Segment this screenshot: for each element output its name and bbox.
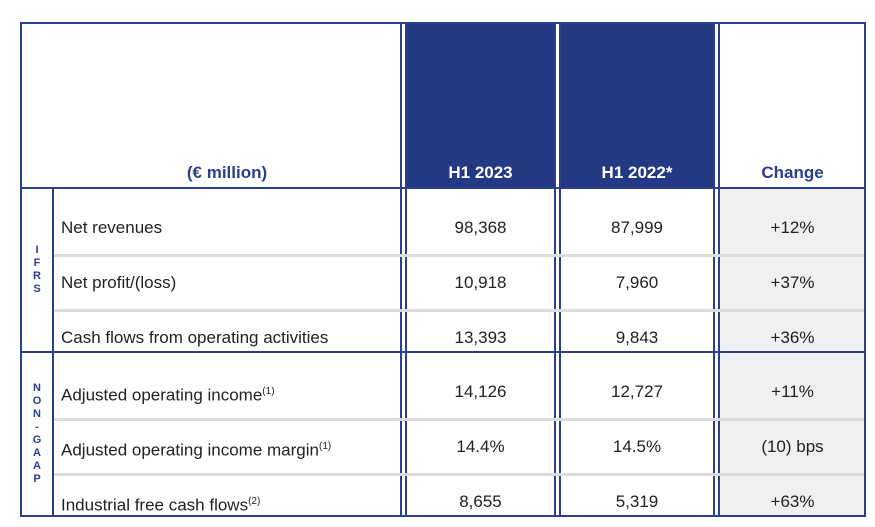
column-header: H1 2022* bbox=[601, 163, 673, 182]
row-separator bbox=[54, 473, 864, 476]
cell: 14.4% bbox=[456, 437, 505, 456]
cell: 13,393 bbox=[454, 328, 507, 347]
section-label: IFRS bbox=[31, 243, 43, 296]
header-cell bbox=[561, 22, 713, 187]
cell: +36% bbox=[770, 328, 815, 347]
column-header: Change bbox=[761, 163, 824, 182]
border bbox=[559, 22, 561, 517]
row-label: Net profit/(loss) bbox=[61, 273, 176, 293]
cell: +63% bbox=[770, 492, 815, 511]
border bbox=[20, 351, 866, 353]
footnote-ref: (2) bbox=[248, 496, 261, 507]
cell: 12,727 bbox=[611, 382, 663, 401]
cell: 87,999 bbox=[611, 218, 663, 237]
row-separator bbox=[54, 309, 864, 312]
row-label-text: Cash flows from operating activities bbox=[61, 328, 329, 347]
row-label: Adjusted operating income(1) bbox=[61, 382, 275, 406]
cell: 10,918 bbox=[454, 273, 507, 292]
footnote-ref: (1) bbox=[318, 441, 332, 452]
cell: 5,319 bbox=[615, 492, 659, 511]
row-label-text: Net revenues bbox=[61, 218, 163, 237]
column-header: H1 2023 bbox=[448, 163, 513, 182]
border bbox=[400, 22, 402, 517]
cell: 7,960 bbox=[615, 273, 659, 292]
border bbox=[20, 515, 866, 517]
row-separator bbox=[54, 254, 864, 257]
border bbox=[554, 22, 556, 517]
cell: 8,655 bbox=[459, 492, 502, 511]
cell: 14,126 bbox=[454, 382, 507, 401]
row-separator bbox=[54, 418, 864, 421]
row-label-text: Net profit/(loss) bbox=[61, 273, 177, 292]
border bbox=[864, 22, 866, 517]
row-label: Adjusted operating income margin(1) bbox=[61, 437, 331, 461]
cell: +11% bbox=[771, 382, 814, 401]
cell: 9,843 bbox=[615, 328, 659, 347]
border bbox=[718, 22, 720, 517]
border bbox=[20, 187, 866, 189]
border bbox=[20, 22, 866, 24]
row-label: Cash flows from operating activities bbox=[61, 328, 328, 348]
unit-header: (€ million) bbox=[186, 163, 268, 182]
row-label: Industrial free cash flows(2) bbox=[61, 492, 260, 516]
row-label-text: Industrial free cash flows bbox=[61, 495, 249, 515]
row-label: Net revenues bbox=[61, 218, 162, 238]
border bbox=[20, 22, 22, 517]
section-label: NON-GAAP bbox=[31, 382, 43, 486]
border bbox=[713, 22, 715, 517]
cell: +37% bbox=[770, 273, 815, 292]
border bbox=[405, 22, 407, 517]
cell: 14.5% bbox=[612, 437, 662, 456]
border bbox=[52, 188, 54, 516]
cell: (10) bps bbox=[761, 437, 824, 456]
header-cell bbox=[407, 22, 554, 187]
row-label-text: Adjusted operating income margin bbox=[61, 440, 319, 460]
footnote-ref: (1) bbox=[262, 386, 275, 397]
cell: 98,368 bbox=[454, 218, 507, 237]
cell: +12% bbox=[770, 218, 815, 237]
row-label-text: Adjusted operating income bbox=[61, 385, 263, 405]
